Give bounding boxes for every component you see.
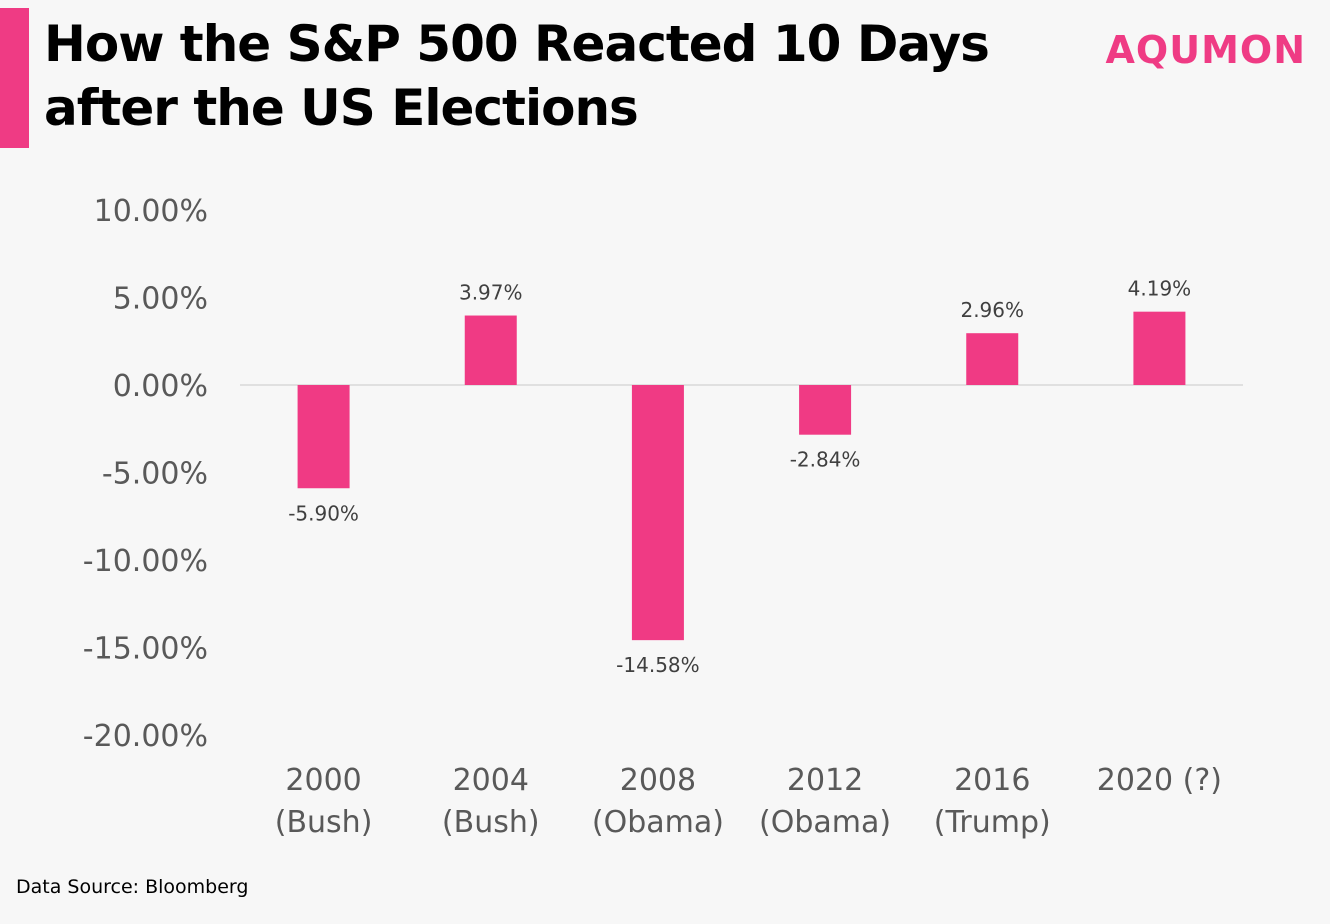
bar [631, 385, 684, 641]
bar [297, 385, 350, 489]
x-tick-label: 2016 [954, 763, 1030, 798]
chart-title: How the S&P 500 Reacted 10 Days after th… [44, 15, 990, 137]
data-labels: -5.90% 3.97% -14.58% -2.84% 2.96% 4.19% [288, 277, 1191, 677]
y-axis: 10.00% 5.00% 0.00% -5.00% -10.00% -15.00% -20.… [83, 194, 208, 754]
bar [799, 385, 852, 435]
data-label: -2.84% [790, 448, 861, 472]
bar-chart: 10.00% 5.00% 0.00% -5.00% -10.00% -15.00% -20.… [83, 194, 1243, 840]
y-tick-label: -15.00% [83, 632, 208, 667]
x-tick-label: (Obama) [759, 805, 891, 840]
x-tick-label: 2000 [285, 763, 361, 798]
title-accent-bar [0, 8, 29, 148]
x-tick-label: 2004 [453, 763, 529, 798]
y-tick-label: -20.00% [83, 719, 208, 754]
data-label: 4.19% [1128, 277, 1192, 301]
x-tick-label: (Bush) [442, 805, 540, 840]
y-tick-label: 5.00% [113, 282, 208, 317]
data-label: -5.90% [288, 501, 359, 525]
bar [464, 315, 517, 385]
data-label: -14.58% [616, 653, 699, 677]
bars [297, 311, 1186, 641]
y-tick-label: -10.00% [83, 544, 208, 579]
x-tick-label: (Obama) [592, 805, 724, 840]
x-tick-label: 2012 [787, 763, 863, 798]
brand-logo: AQUMON [1105, 28, 1306, 72]
x-tick-label: (Bush) [275, 805, 373, 840]
data-label: 3.97% [459, 281, 523, 305]
y-tick-label: 0.00% [113, 369, 208, 404]
x-axis: 2000 (Bush) 2004 (Bush) 2008 (Obama) 2012 (Obam… [275, 763, 1222, 840]
y-tick-label: -5.00% [102, 457, 208, 492]
data-source-note: Data Source: Bloomberg [16, 876, 249, 898]
x-tick-label: 2008 [620, 763, 696, 798]
y-tick-label: 10.00% [94, 194, 208, 229]
data-label: 2.96% [960, 298, 1024, 322]
bar [1133, 311, 1186, 385]
x-tick-label: 2020 (?) [1097, 763, 1222, 798]
bar [966, 333, 1019, 385]
x-tick-label: (Trump) [934, 805, 1051, 840]
